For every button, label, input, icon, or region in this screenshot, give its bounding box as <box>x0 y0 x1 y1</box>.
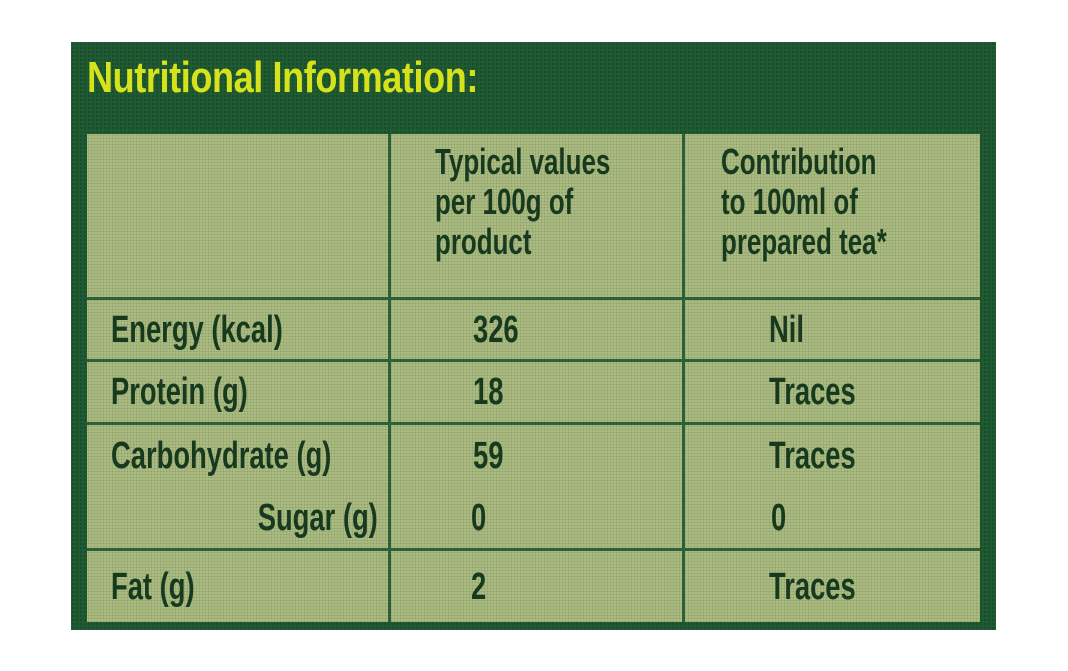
row-value-fat: 2 <box>391 551 685 622</box>
row-contribution-energy: Nil <box>685 300 980 362</box>
row-label-energy: Energy (kcal) <box>87 300 391 362</box>
row-label-carbohydrate: Carbohydrate (g) <box>87 425 391 487</box>
row-value-sugar: 0 <box>391 487 685 551</box>
row-label-fat: Fat (g) <box>87 551 391 622</box>
row-value-energy: 326 <box>391 300 685 362</box>
table-header-typical-values: Typical values per 100g of product <box>391 134 685 300</box>
table-header-contribution: Contribution to 100ml of prepared tea* <box>685 134 980 300</box>
row-contribution-fat: Traces <box>769 565 856 608</box>
nutrition-table: Typical values per 100g of product Contr… <box>87 134 980 622</box>
row-contribution-sugar: 0 <box>685 487 980 551</box>
label-title: Nutritional Information: <box>87 53 479 102</box>
row-contribution-protein: Traces <box>685 362 980 425</box>
nutrition-label: Nutritional Information: Typical values … <box>71 42 996 630</box>
row-label-protein: Protein (g) <box>87 362 391 425</box>
table-header-empty <box>87 134 391 300</box>
row-label-sugar: Sugar (g) <box>87 487 391 551</box>
row-contribution-carbohydrate: Traces <box>769 435 856 477</box>
row-value-protein: 18 <box>391 362 685 425</box>
row-value-carbohydrate: 59 <box>391 425 685 487</box>
